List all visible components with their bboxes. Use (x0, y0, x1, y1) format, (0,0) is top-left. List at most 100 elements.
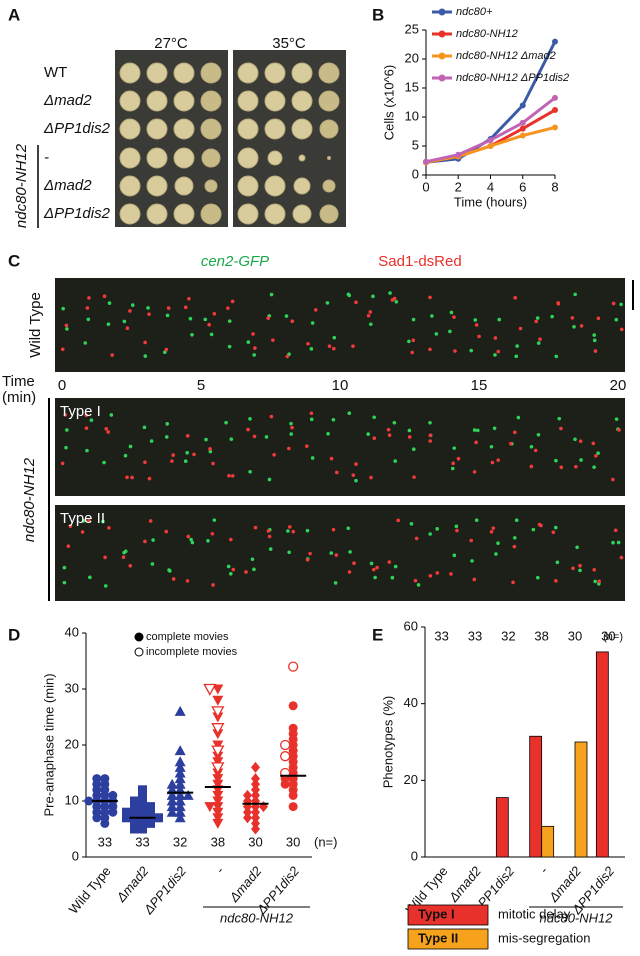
fluorescent-spot (224, 420, 228, 425)
row-label: Type II (60, 510, 105, 527)
fluorescent-spot (509, 441, 513, 446)
fluorescent-spot (208, 447, 212, 451)
fluorescent-spot (553, 525, 558, 530)
fluorescent-spot (578, 563, 582, 568)
fluorescent-spot (121, 555, 126, 560)
panel-letter: D (8, 625, 20, 644)
n-label: 30 (568, 628, 582, 643)
fluorescent-spot (366, 313, 371, 318)
data-point (174, 812, 186, 823)
strain-label: Δmad2 (43, 177, 92, 194)
data-point (243, 806, 252, 818)
fluorescent-spot (130, 303, 135, 307)
fluorescent-spot (329, 551, 334, 555)
bar (495, 797, 509, 858)
fluorescent-spot (122, 550, 126, 555)
fluorescent-spot (211, 583, 215, 587)
fluorescent-spot (428, 532, 432, 536)
time-unit: (min) (2, 389, 36, 406)
colony-spot (293, 177, 311, 195)
fluorescent-spot (579, 458, 583, 462)
y-tick-label: 40 (65, 624, 79, 639)
fluorescent-spot (190, 540, 195, 545)
data-point (552, 107, 558, 114)
y-tick-label: 0 (411, 848, 418, 863)
fluorescent-spot (535, 316, 540, 320)
fluorescent-spot (347, 411, 352, 416)
data-point (174, 745, 186, 756)
fluorescent-spot (166, 306, 171, 310)
bar (574, 741, 588, 858)
x-tick-label: 4 (487, 179, 494, 194)
fluorescent-spot (592, 333, 597, 337)
data-point (455, 151, 462, 158)
fluorescent-spot (143, 460, 147, 465)
y-tick-label: 5 (412, 137, 419, 152)
n-label: 38 (534, 628, 548, 643)
fluorescent-spot (592, 338, 597, 343)
y-axis-label: Phenotypes (%) (380, 696, 395, 789)
fluorescent-spot (190, 332, 194, 337)
data-point (166, 806, 178, 817)
fluorescent-spot (354, 478, 358, 483)
colony-spot (327, 156, 331, 160)
fluorescent-spot (492, 426, 497, 431)
colony-spot (291, 118, 313, 140)
y-tick-label: 20 (405, 50, 419, 65)
fluorescent-spot (334, 553, 339, 557)
n-label: 30 (248, 834, 262, 849)
fluorescent-spot (410, 350, 414, 355)
fluorescent-spot (227, 344, 232, 349)
data-point (251, 761, 260, 773)
time-label: Time (2, 373, 35, 390)
data-point (259, 801, 268, 813)
fluorescent-spot (267, 534, 272, 539)
fluorescent-spot (62, 580, 67, 585)
fluorescent-spot (529, 464, 534, 469)
fluorescent-spot (244, 570, 248, 574)
data-point (288, 723, 298, 733)
fluorescent-spot (192, 452, 196, 457)
n-label: 33 (98, 834, 112, 849)
fluorescent-spot (491, 526, 496, 530)
x-tick-label: - (212, 863, 227, 876)
fluorescent-spot (591, 441, 596, 446)
fluorescent-spot (305, 528, 310, 533)
fluorescent-spot (150, 562, 155, 566)
fluorescent-spot (456, 456, 461, 461)
fluorescent-spot (125, 475, 129, 480)
fluorescent-spot (147, 476, 152, 481)
fluorescent-spot (493, 336, 498, 340)
y-tick-label: 0 (72, 848, 79, 863)
fluorescent-spot (332, 346, 336, 351)
data-point (251, 823, 260, 835)
colony-spot (204, 179, 218, 193)
fluorescent-spot (128, 563, 133, 568)
fluorescent-spot (87, 518, 91, 523)
strain-label: ΔPP1dis2 (43, 120, 111, 137)
fluorescent-spot (309, 347, 314, 351)
fluorescent-spot (592, 567, 597, 572)
data-point (251, 773, 260, 785)
fluorescent-spot (143, 539, 147, 544)
data-point (552, 124, 558, 131)
data-point (203, 683, 217, 696)
fluorescent-spot (476, 428, 480, 433)
fluorescent-spot (128, 444, 133, 449)
data-point (146, 802, 155, 812)
colony-spot (319, 119, 339, 139)
colony-spot (119, 147, 141, 169)
data-point (280, 739, 291, 751)
data-point (212, 813, 224, 824)
fluorescent-spot (371, 567, 376, 572)
fluorescent-spot (207, 322, 211, 327)
legend-label: incomplete movies (146, 646, 238, 658)
fluorescent-spot (107, 301, 112, 305)
legend-label: complete movies (146, 631, 229, 643)
fluorescent-spot (123, 453, 128, 458)
fluorescent-spot (185, 579, 190, 583)
fluorescent-spot (452, 315, 456, 319)
data-point (174, 705, 186, 716)
n-label: 32 (173, 834, 187, 849)
